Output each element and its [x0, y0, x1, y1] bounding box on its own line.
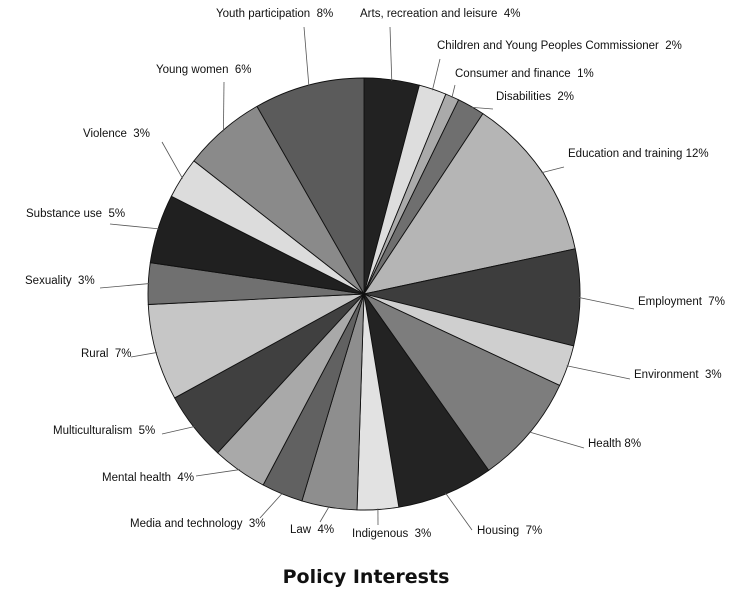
- leader-line-7: [566, 365, 631, 380]
- slice-label-17: Substance use 5%: [26, 208, 125, 220]
- leader-lines: [99, 26, 635, 531]
- leader-line-14: [161, 426, 195, 435]
- leader-line-11: [319, 505, 330, 523]
- leader-line-2: [432, 58, 441, 91]
- slice-label-6: Employment 7%: [638, 296, 725, 308]
- pie-slices: [147, 77, 581, 511]
- leader-line-19: [223, 81, 225, 132]
- slice-label-15: Rural 7%: [81, 348, 132, 360]
- slice-label-5: Education and training 12%: [568, 148, 709, 160]
- slice-label-12: Media and technology 3%: [130, 518, 266, 530]
- leader-line-1: [389, 26, 393, 81]
- slice-label-16: Sexuality 3%: [25, 275, 95, 287]
- leader-line-18: [161, 141, 183, 179]
- slice-label-19: Young women 6%: [156, 64, 251, 76]
- leader-line-4: [470, 106, 494, 110]
- pie-slice-8: [363, 293, 561, 471]
- leader-line-6: [578, 297, 635, 310]
- slice-label-11: Law 4%: [290, 524, 334, 536]
- leader-line-8: [528, 431, 585, 449]
- slice-label-14: Multiculturalism 5%: [53, 425, 155, 437]
- slice-labels: Arts, recreation and leisure 4% Children …: [25, 8, 725, 540]
- leader-line-15: [130, 352, 158, 358]
- leader-line-16: [99, 283, 150, 289]
- leader-line-12: [259, 492, 283, 519]
- slice-label-18: Violence 3%: [83, 128, 150, 140]
- leader-line-20: [303, 26, 310, 87]
- slice-label-13: Mental health 4%: [102, 472, 194, 484]
- leader-line-17: [109, 223, 160, 230]
- slice-label-20: Youth participation 8%: [216, 8, 333, 20]
- leader-line-9: [445, 492, 473, 531]
- leader-line-13: [195, 469, 240, 477]
- slice-label-2: Children and Young Peoples Commissioner …: [437, 40, 682, 52]
- leader-line-3: [451, 84, 456, 98]
- slice-label-3: Consumer and finance 1%: [455, 68, 594, 80]
- slice-label-8: Health 8%: [588, 438, 641, 450]
- slice-label-10: Indigenous 3%: [352, 528, 431, 540]
- leader-line-5: [541, 166, 565, 174]
- slice-label-7: Environment 3%: [634, 369, 722, 381]
- chart-title: Policy Interests: [282, 566, 450, 588]
- slice-label-1: Arts, recreation and leisure 4%: [360, 8, 520, 20]
- slice-label-4: Disabilities 2%: [496, 91, 574, 103]
- slice-label-9: Housing 7%: [477, 525, 542, 537]
